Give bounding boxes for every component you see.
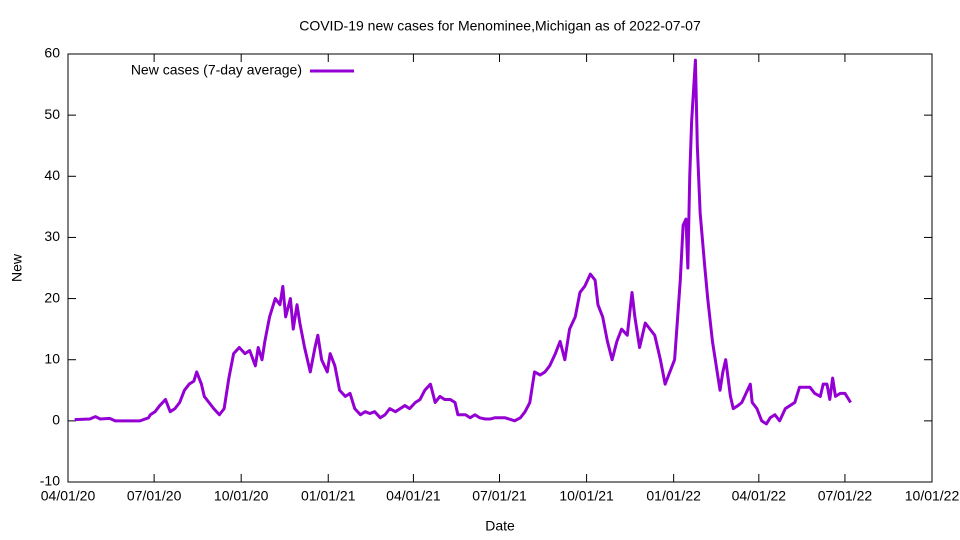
data-line — [74, 58, 852, 426]
x-tick-label: 04/01/20 — [41, 488, 96, 504]
x-tick-label: 10/01/22 — [905, 488, 960, 504]
x-tick-label: 01/01/21 — [301, 488, 356, 504]
x-tick-label: 07/01/22 — [818, 488, 873, 504]
y-axis-label: New — [9, 253, 25, 282]
x-tick-label: 10/01/21 — [559, 488, 614, 504]
y-tick-label: 0 — [52, 412, 60, 428]
y-tick-label: 20 — [44, 289, 60, 305]
y-tick-label: 40 — [44, 167, 60, 183]
y-tick-label: -10 — [40, 473, 60, 489]
chart-title: COVID-19 new cases for Menominee,Michiga… — [299, 18, 701, 34]
y-tick-label: 50 — [44, 106, 60, 122]
y-tick-label: 10 — [44, 350, 60, 366]
y-tick-label: 60 — [44, 45, 60, 61]
x-tick-label: 04/01/22 — [732, 488, 787, 504]
x-tick-label: 10/01/20 — [214, 488, 269, 504]
x-tick-label: 07/01/20 — [127, 488, 182, 504]
x-tick-label: 07/01/21 — [472, 488, 527, 504]
x-tick-label: 01/01/22 — [646, 488, 701, 504]
x-tick-label: 04/01/21 — [386, 488, 441, 504]
x-axis-label: Date — [485, 518, 515, 534]
legend-label: New cases (7-day average) — [131, 62, 302, 78]
y-tick-label: 30 — [44, 228, 60, 244]
